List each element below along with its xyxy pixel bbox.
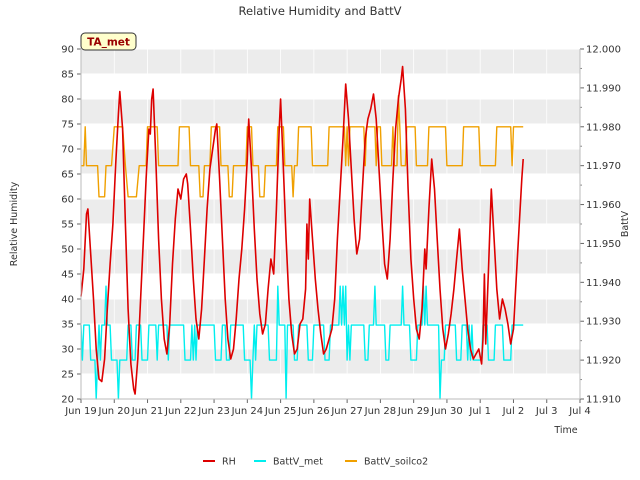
y2-tick-label: 11.940 bbox=[586, 278, 621, 289]
y2-tick-label: 12.000 bbox=[586, 45, 621, 56]
y2-tick-label: 11.970 bbox=[586, 161, 621, 172]
x-tick-label: Jun 29 bbox=[397, 406, 430, 417]
background-band bbox=[81, 349, 580, 374]
y-tick-label: 85 bbox=[61, 70, 74, 81]
y2-tick-label: 11.960 bbox=[586, 200, 621, 211]
background-band bbox=[81, 49, 580, 74]
legend-label: BattV_met bbox=[273, 457, 323, 468]
y2-tick-label: 11.910 bbox=[586, 395, 621, 406]
background-bands bbox=[81, 49, 580, 374]
x-tick-label: Jul 4 bbox=[568, 406, 591, 417]
y-tick-label: 40 bbox=[61, 295, 74, 306]
legend-label: RH bbox=[222, 457, 236, 468]
y2-tick-label: 11.950 bbox=[586, 239, 621, 250]
x-tick-label: Jun 20 bbox=[98, 406, 131, 417]
y-tick-label: 65 bbox=[61, 170, 74, 181]
y-tick-label: 30 bbox=[61, 345, 74, 356]
background-band bbox=[81, 149, 580, 174]
y-tick-label: 70 bbox=[61, 145, 74, 156]
series-line-battv-met bbox=[80, 285, 524, 400]
legend-label: BattV_soilco2 bbox=[364, 457, 428, 468]
y-tick-label: 45 bbox=[61, 270, 74, 281]
x-axis-label: Time bbox=[553, 425, 577, 436]
axes: 20 25 30 35 40 45 50 55 60 65 70 75 80 85 90 11.910 11.9… bbox=[61, 45, 621, 418]
x-tick-label: Jun 21 bbox=[131, 406, 164, 417]
series-line-rh bbox=[80, 65, 524, 395]
x-tick-label: Jun 25 bbox=[264, 406, 297, 417]
site-label: TA_met bbox=[87, 37, 130, 49]
series-line-battv-soilco2 bbox=[81, 94, 524, 198]
x-tick-label: Jun 27 bbox=[330, 406, 363, 417]
y-tick-label: 60 bbox=[61, 195, 74, 206]
y-tick-label: 25 bbox=[61, 370, 74, 381]
x-tick-label: Jul 3 bbox=[535, 406, 558, 417]
y-tick-label: 50 bbox=[61, 245, 74, 256]
x-tick-label: Jul 1 bbox=[468, 406, 491, 417]
x-tick-label: Jun 30 bbox=[430, 406, 463, 417]
series-layer bbox=[80, 65, 524, 400]
background-band bbox=[81, 249, 580, 274]
y2-tick-label: 11.920 bbox=[586, 356, 621, 367]
y2-tick-label: 11.930 bbox=[586, 317, 621, 328]
y-tick-label: 90 bbox=[61, 45, 74, 56]
x-tick-label: Jun 23 bbox=[197, 406, 230, 417]
site-label-box: TA_met bbox=[80, 32, 137, 51]
x-tick-label: Jun 26 bbox=[297, 406, 330, 417]
legend: RH BattV_met BattV_soilco2 bbox=[203, 457, 428, 468]
background-band bbox=[81, 99, 580, 124]
x-tick-label: Jun 28 bbox=[364, 406, 397, 417]
x-tick-label: Jul 2 bbox=[502, 406, 525, 417]
y-axis-label: Relative Humidity bbox=[9, 181, 20, 266]
background-band bbox=[81, 199, 580, 224]
y-tick-label: 20 bbox=[61, 395, 74, 406]
y2-tick-label: 11.980 bbox=[586, 122, 621, 133]
y-tick-label: 80 bbox=[61, 95, 74, 106]
y2-tick-label: 11.990 bbox=[586, 83, 621, 94]
x-tick-label: Jun 24 bbox=[231, 406, 264, 417]
chart-title: Relative Humidity and BattV bbox=[239, 4, 402, 18]
site-label-frame bbox=[80, 32, 137, 51]
background-band bbox=[81, 299, 580, 324]
x-tick-label: Jun 19 bbox=[64, 406, 97, 417]
y2-axis-label: BattV bbox=[620, 210, 631, 237]
y-tick-label: 35 bbox=[61, 320, 74, 331]
y-tick-label: 55 bbox=[61, 220, 74, 231]
y-tick-label: 75 bbox=[61, 120, 74, 131]
x-tick-label: Jun 22 bbox=[164, 406, 197, 417]
